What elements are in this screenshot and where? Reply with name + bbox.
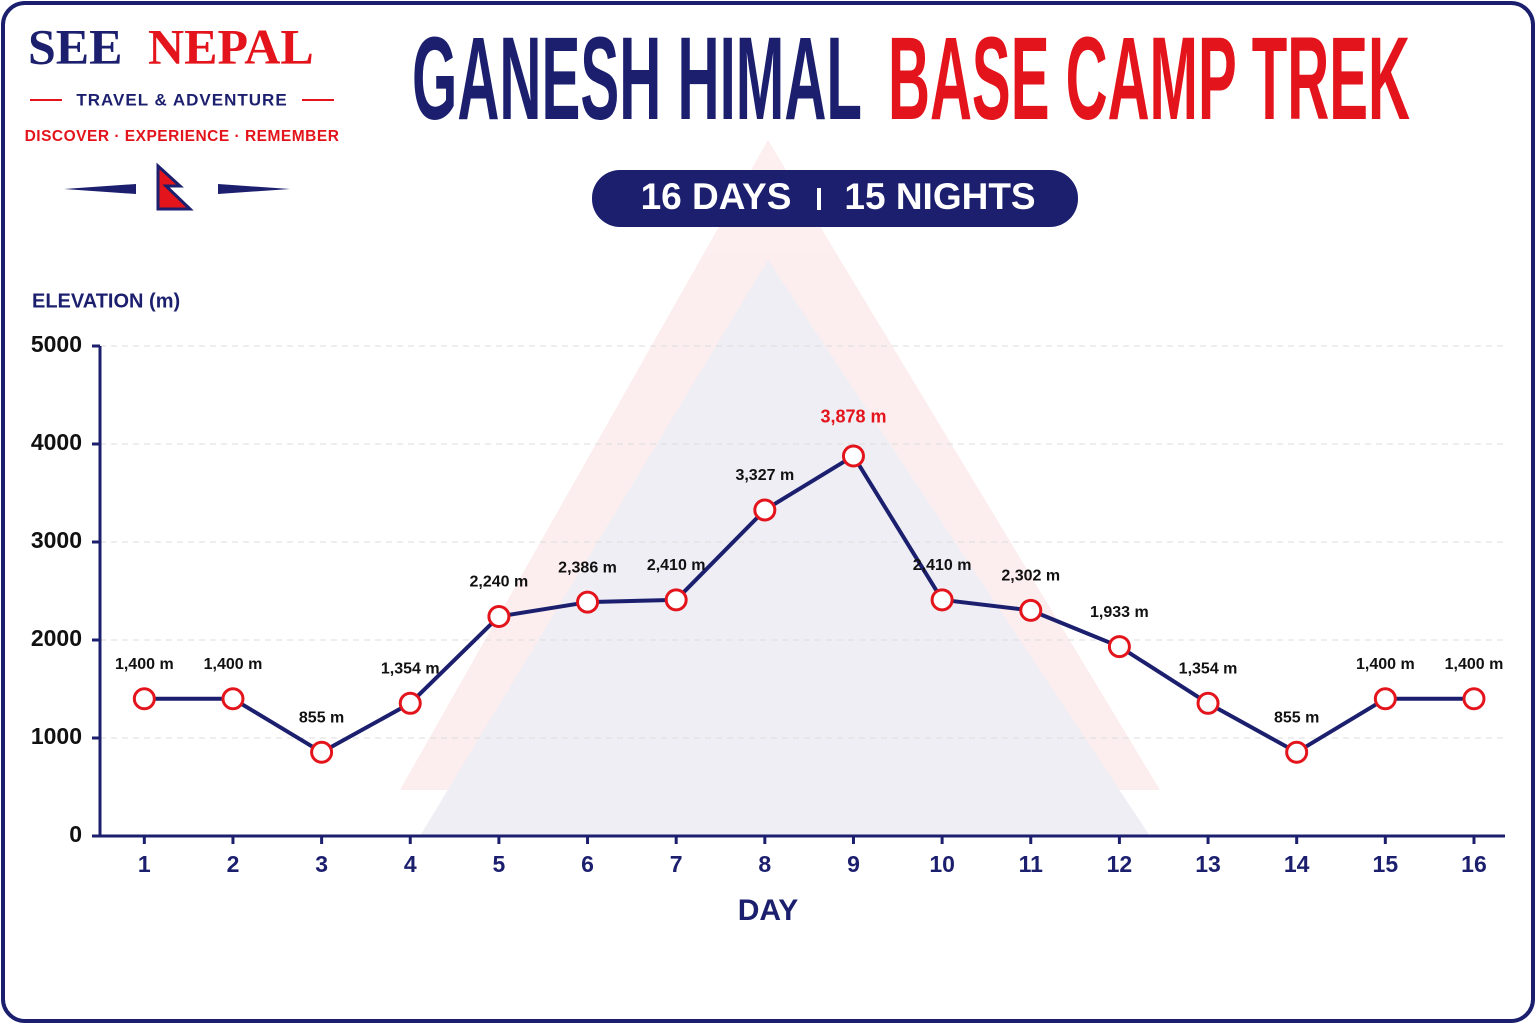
x-tick-label: 16 — [1461, 851, 1487, 877]
x-tick-label: 13 — [1195, 851, 1221, 877]
value-label: 3,878 m — [820, 407, 886, 427]
y-tick-label: 1000 — [31, 723, 82, 749]
elevation-line — [144, 453, 1474, 755]
point — [221, 687, 245, 711]
tagline: TRAVEL & ADVENTURE — [76, 90, 287, 109]
point — [1107, 635, 1131, 659]
point — [1462, 687, 1486, 711]
point — [1196, 691, 1220, 715]
x-tick-label: 8 — [758, 851, 771, 877]
point — [841, 444, 865, 468]
value-label: 1,354 m — [381, 661, 440, 678]
x-tick-label: 6 — [581, 851, 594, 877]
point — [310, 740, 334, 764]
x-tick-label: 11 — [1019, 851, 1044, 877]
point — [487, 604, 511, 628]
x-tick-label: 14 — [1284, 851, 1310, 877]
y-tick-label: 3000 — [31, 527, 82, 553]
value-label: 2,302 m — [1001, 568, 1060, 585]
value-label: 2,410 m — [647, 557, 706, 574]
flag — [156, 162, 194, 211]
value-label: 1,400 m — [115, 656, 174, 673]
x-tick-label: 7 — [670, 851, 683, 877]
y-axis-label: ELEVATION (m) — [32, 290, 180, 312]
value-label: 855 m — [1274, 709, 1319, 726]
x-tick-label: 9 — [847, 851, 860, 877]
point — [1373, 687, 1397, 711]
value-label: 2,410 m — [913, 557, 972, 574]
chart-title: GANESH HIMAL — [412, 13, 862, 145]
y-tick-label: 4000 — [31, 429, 82, 455]
point — [1285, 740, 1309, 764]
value-label: 2,240 m — [470, 574, 529, 591]
point — [576, 590, 600, 614]
point — [1019, 598, 1043, 622]
motto: DISCOVER · EXPERIENCE · REMEMBER — [25, 128, 340, 145]
value-label: 2,386 m — [558, 559, 617, 576]
point — [930, 588, 954, 612]
y-tick-label: 2000 — [31, 625, 82, 651]
ornament — [218, 184, 290, 194]
duration-days: 16 DAYS — [641, 176, 792, 217]
x-tick-label: 12 — [1107, 851, 1133, 877]
x-axis-label: DAY — [738, 894, 799, 927]
point — [664, 588, 688, 612]
value-label: 855 m — [299, 709, 344, 726]
value-label: 3,327 m — [735, 467, 794, 484]
point — [398, 691, 422, 715]
duration-badge — [592, 170, 1078, 227]
value-label: 1,933 m — [1090, 604, 1149, 621]
point — [753, 498, 777, 522]
value-label: 1,354 m — [1179, 661, 1238, 678]
y-tick-label: 0 — [69, 821, 82, 847]
value-label: 1,400 m — [204, 656, 263, 673]
x-tick-label: 2 — [227, 851, 240, 877]
value-label: 1,400 m — [1356, 656, 1415, 673]
value-label: 1,400 m — [1445, 656, 1504, 673]
y-tick-label: 5000 — [31, 331, 82, 357]
ornament — [64, 184, 136, 194]
brand-second: NEPAL — [148, 18, 314, 74]
x-tick-label: 5 — [492, 851, 505, 877]
duration-nights: 15 NIGHTS — [844, 176, 1035, 217]
point — [132, 687, 156, 711]
x-tick-label: 10 — [929, 851, 955, 877]
x-tick-label: 4 — [404, 851, 417, 877]
chart-title-highlight: BASE CAMP TREK — [888, 13, 1410, 145]
x-tick-label: 15 — [1373, 851, 1399, 877]
logo: SEE NEPAL TRAVEL & ADVENTURE DISCOVER · … — [25, 18, 340, 211]
x-tick-label: 3 — [315, 851, 328, 877]
watermark — [400, 140, 1160, 836]
brand-first: SEE — [28, 18, 123, 74]
x-tick-label: 1 — [138, 851, 151, 877]
